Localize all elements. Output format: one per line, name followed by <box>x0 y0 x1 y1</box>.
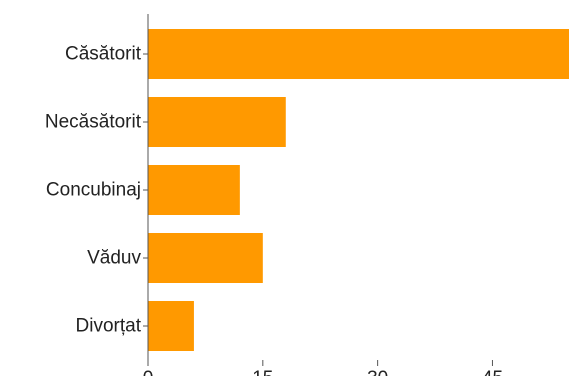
x-tick-label-1: 15 <box>252 368 273 376</box>
category-label-1: Necăsătorit <box>45 112 142 133</box>
x-axis-ticks: 0 15 30 45 <box>143 360 503 376</box>
bar-0 <box>148 29 569 79</box>
category-label-2: Concubinaj <box>46 180 141 201</box>
category-label-0: Căsătorit <box>65 44 142 65</box>
category-labels: Căsătorit Necăsătorit Concubinaj Văduv Divor… <box>45 44 148 337</box>
x-tick-label-3: 45 <box>482 368 503 376</box>
bar-2 <box>148 165 240 215</box>
bar-1 <box>148 97 286 147</box>
x-tick-label-0: 0 <box>143 368 154 376</box>
category-label-4: Divorțat <box>76 316 142 337</box>
bar-4 <box>148 301 194 351</box>
bar-3 <box>148 233 263 283</box>
category-label-3: Văduv <box>87 248 141 269</box>
bars-layer <box>148 29 569 351</box>
x-tick-label-2: 30 <box>367 368 388 376</box>
